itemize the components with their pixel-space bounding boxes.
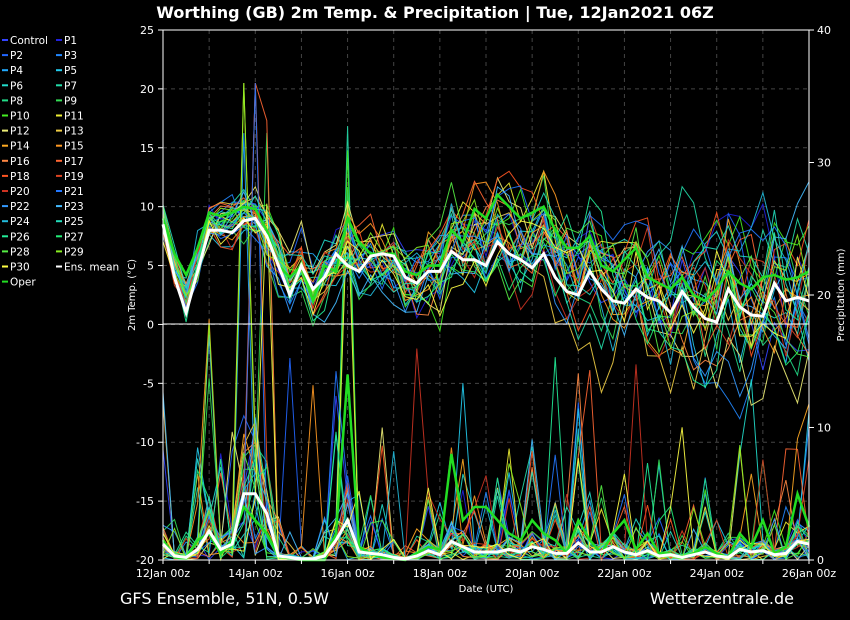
x-tick-label: 14Jan 00z <box>228 567 282 580</box>
x-tick-label: 16Jan 00z <box>320 567 374 580</box>
y-axis-label-right: Precipitation (mm) <box>836 248 847 341</box>
precip-line-p28 <box>162 452 810 562</box>
legend-entry-p13: P13 <box>64 126 84 138</box>
legend-entry-p21: P21 <box>64 186 84 198</box>
legend-entry-p30: P30 <box>10 262 30 274</box>
x-axis-label: Date (UTC) <box>459 584 514 595</box>
y-tick-label-right: 40 <box>817 24 831 37</box>
legend-entry-p14: P14 <box>10 141 30 153</box>
y-axis-label-left: 2m Temp. (°C) <box>127 259 138 331</box>
x-tick-label: 22Jan 00z <box>597 567 651 580</box>
legend-entry-p11: P11 <box>64 111 84 123</box>
x-tick-label: 12Jan 00z <box>136 567 190 580</box>
y-tick-label-left: 5 <box>147 260 154 273</box>
legend-entry-ens-mean: Ens. mean <box>64 262 119 274</box>
legend: Control P1 P2 P3 P4 P5 P6 P7 P8 P9 P10 P11 P12 P13 P14… <box>2 35 119 289</box>
legend-entry-p24: P24 <box>10 216 30 228</box>
legend-entry-p25: P25 <box>64 216 84 228</box>
x-axis-ticks: 12Jan 00z 14Jan 00z 16Jan 00z 18Jan 00z 20Ja… <box>136 560 836 580</box>
y-tick-label-right: 30 <box>817 157 831 170</box>
y-tick-label-left: -5 <box>143 377 154 390</box>
y-tick-label-left: -15 <box>136 495 154 508</box>
y-tick-label-left: 10 <box>140 201 154 214</box>
legend-entry-p16: P16 <box>10 156 30 168</box>
y-tick-label-left: -20 <box>136 554 154 567</box>
legend-entry-p20: P20 <box>10 186 30 198</box>
temp-line-p29 <box>162 198 810 350</box>
footer-website: Wetterzentrale.de <box>650 589 794 608</box>
legend-entry-p27: P27 <box>64 231 84 243</box>
temp-line-p5 <box>162 209 810 389</box>
legend-entry-p7: P7 <box>64 80 77 92</box>
legend-entry-p2: P2 <box>10 50 23 62</box>
legend-entry-p26: P26 <box>10 231 30 243</box>
x-tick-label: 20Jan 00z <box>505 567 559 580</box>
legend-entry-p19: P19 <box>64 171 84 183</box>
legend-entry-p18: P18 <box>10 171 30 183</box>
temp-line-ens-mean <box>161 216 810 324</box>
y-tick-label-left: 20 <box>140 83 154 96</box>
legend-entry-p1: P1 <box>64 35 77 47</box>
legend-entry-p15: P15 <box>64 141 84 153</box>
legend-entry-p5: P5 <box>64 65 77 77</box>
legend-entry-p22: P22 <box>10 201 30 213</box>
y-tick-label-left: -10 <box>136 436 154 449</box>
precip-line-oper <box>161 374 811 562</box>
legend-entry-p23: P23 <box>64 201 84 213</box>
temp-line-p28 <box>162 182 810 358</box>
legend-entry-p10: P10 <box>10 111 30 123</box>
temp-line-p26 <box>162 195 810 388</box>
legend-entry-p28: P28 <box>10 246 30 258</box>
legend-entry-p3: P3 <box>64 50 77 62</box>
left-axis-ticks: 25 20 15 10 5 0 -5 -10 -15 -20 <box>136 24 163 567</box>
y-tick-label-right: 20 <box>817 289 831 302</box>
precip-line-p30 <box>162 203 810 561</box>
legend-entry-p6: P6 <box>10 80 23 92</box>
footer-source: GFS Ensemble, 51N, 0.5W <box>120 589 329 608</box>
precip-line-ens-mean <box>161 492 810 561</box>
y-tick-label-left: 25 <box>140 24 154 37</box>
temp-line-p12 <box>162 176 810 406</box>
legend-entry-p12: P12 <box>10 126 30 138</box>
chart-title: Worthing (GB) 2m Temp. & Precipitation |… <box>156 3 713 23</box>
temp-line-p20 <box>162 209 810 360</box>
legend-entry-p29: P29 <box>64 246 84 258</box>
temp-line-p21 <box>162 185 810 345</box>
temp-line-p24 <box>162 190 810 365</box>
x-tick-label: 24Jan 00z <box>690 567 744 580</box>
legend-entry-p8: P8 <box>10 95 23 107</box>
x-tick-label: 18Jan 00z <box>413 567 467 580</box>
y-tick-label-right: 0 <box>817 554 824 567</box>
highlighted-series <box>161 192 811 562</box>
y-tick-label-left: 0 <box>147 318 154 331</box>
legend-entry-p17: P17 <box>64 156 84 168</box>
legend-entry-p9: P9 <box>64 95 77 107</box>
y-tick-label-right: 10 <box>817 422 831 435</box>
y-tick-label-left: 15 <box>140 142 154 155</box>
legend-entry-oper: Oper <box>10 277 36 289</box>
right-axis-ticks: 40 30 20 10 0 <box>809 24 831 567</box>
legend-entry-control: Control <box>10 35 48 47</box>
legend-entry-p4: P4 <box>10 65 23 77</box>
x-tick-label: 26Jan 00z <box>782 567 836 580</box>
